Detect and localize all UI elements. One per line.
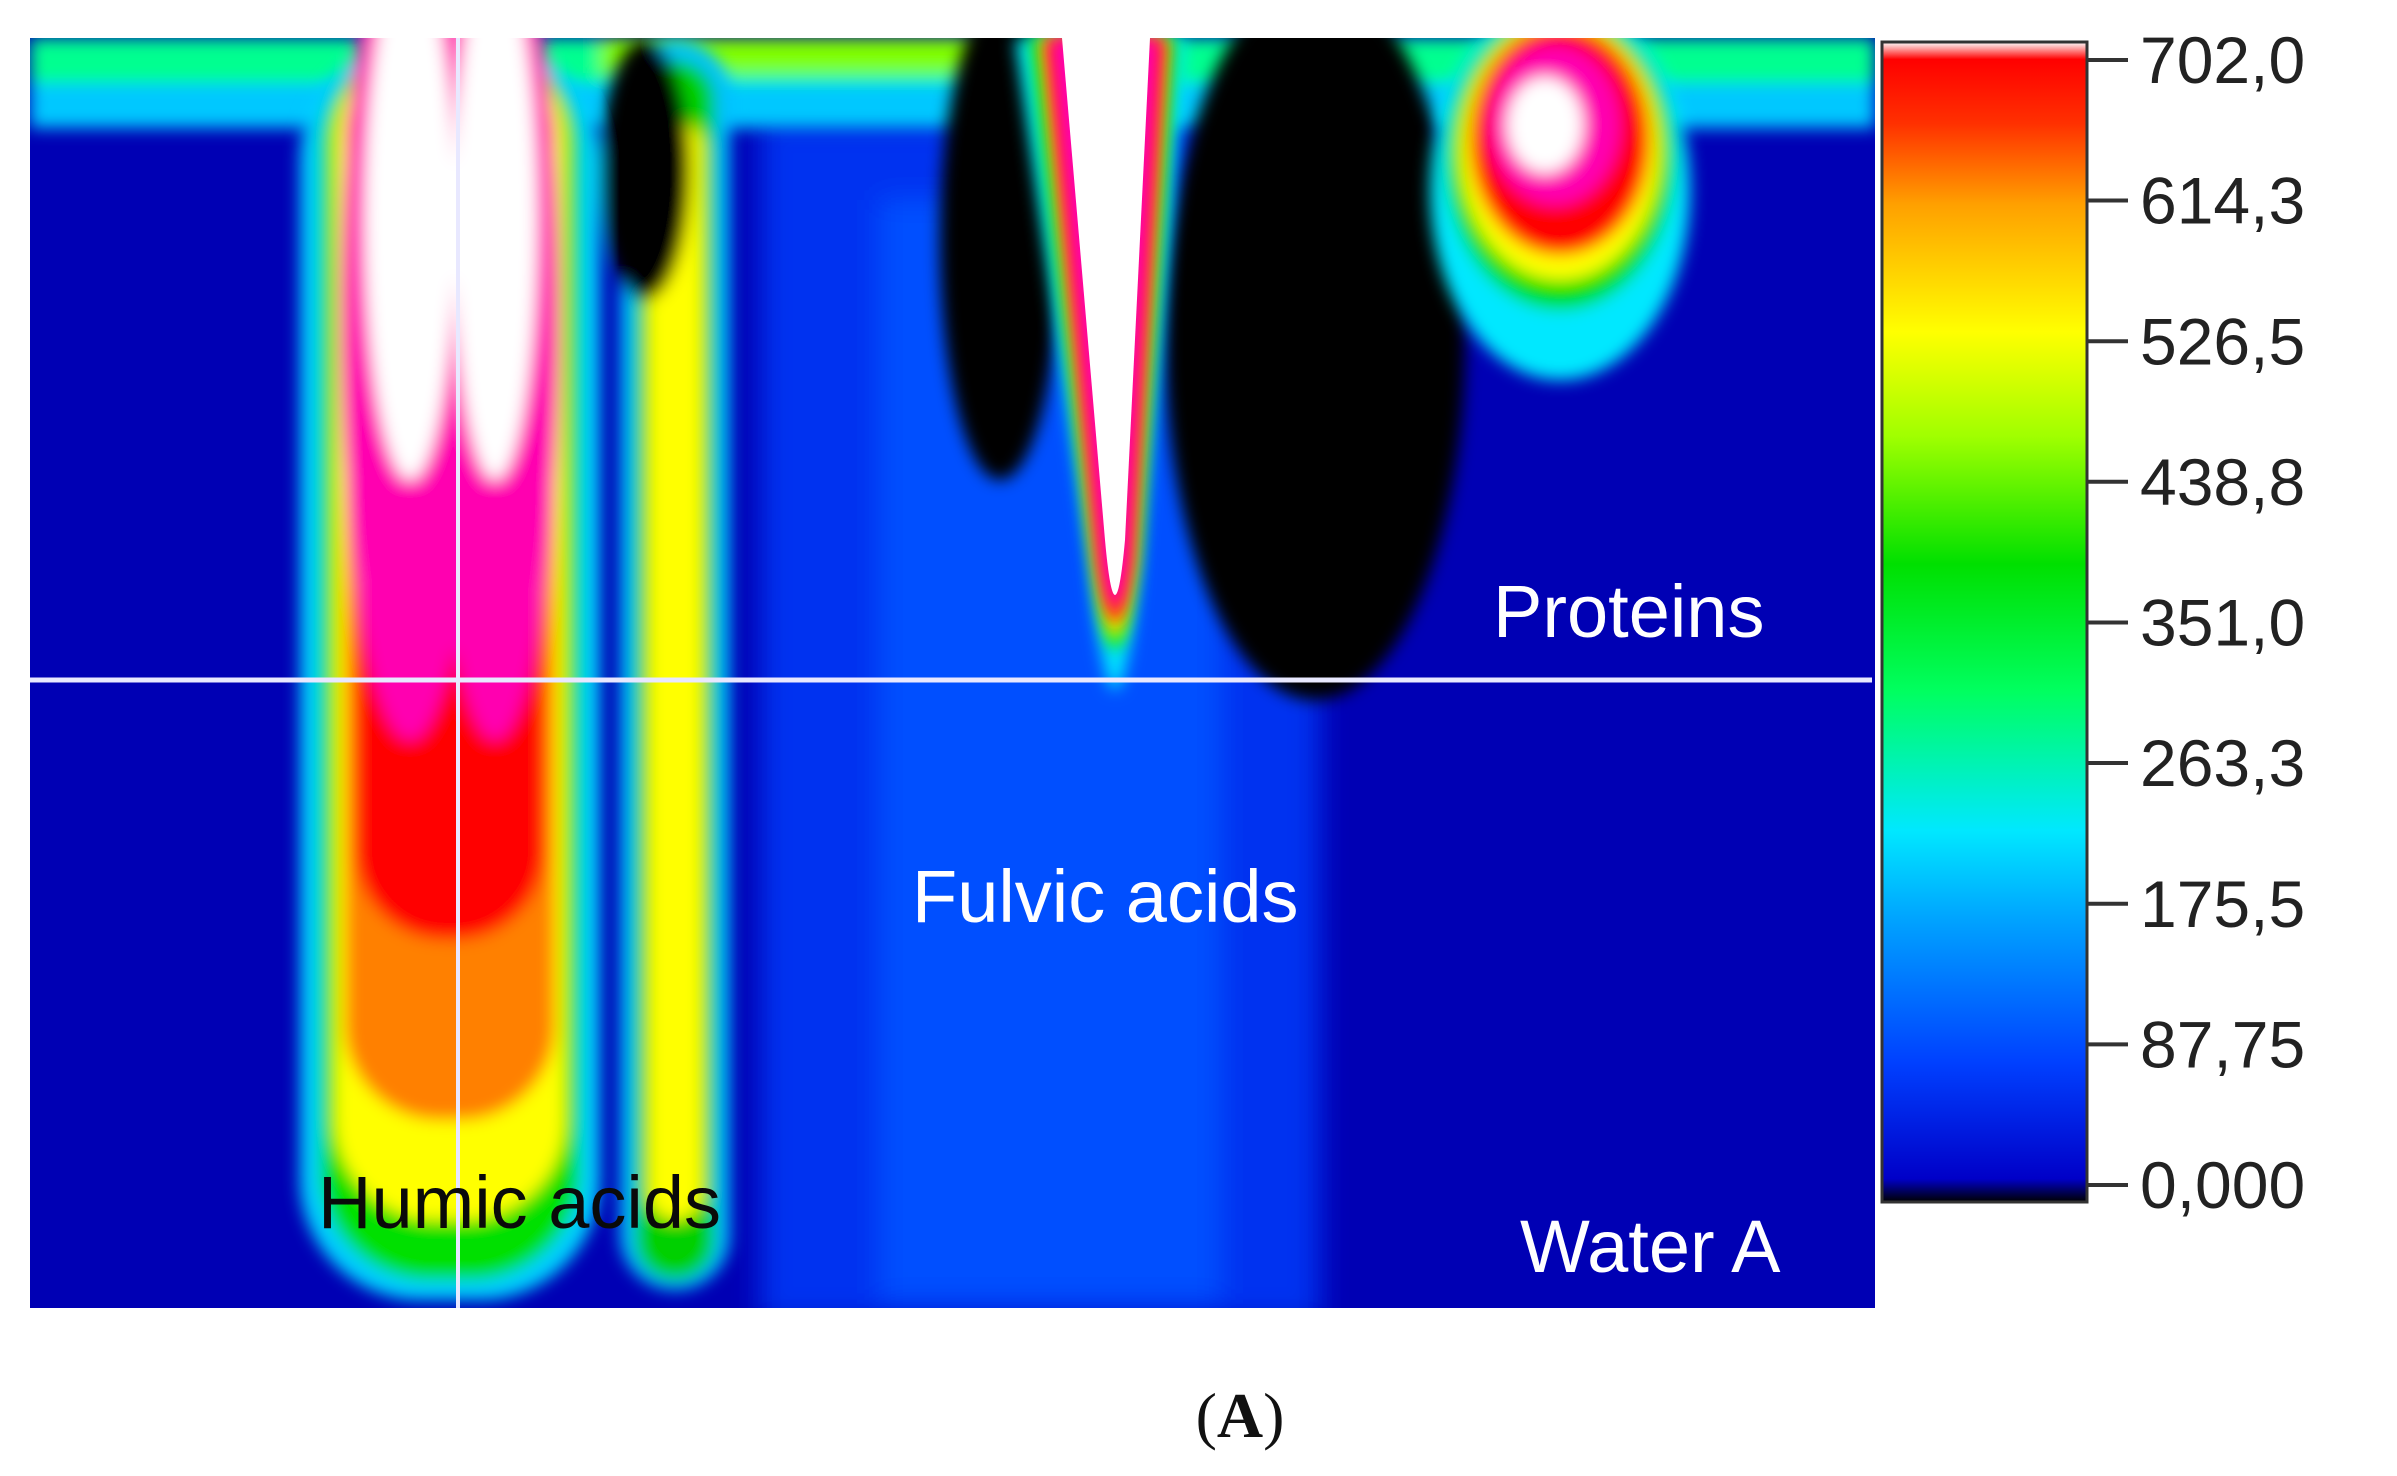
colorbar-tick-label: 702,0: [2140, 23, 2305, 97]
region-labels: Humic acids Fulvic acids Proteins Water …: [318, 570, 1781, 1288]
annotation-fulvic-acids: Fulvic acids: [912, 855, 1299, 938]
colorbar-tick-label: 351,0: [2140, 586, 2305, 660]
annotation-proteins: Proteins: [1493, 570, 1764, 653]
colorbar-tick-label: 0,000: [2140, 1148, 2305, 1222]
colorbar-tick-label: 614,3: [2140, 164, 2305, 238]
colorbar-tick-label: 526,5: [2140, 304, 2305, 378]
fulvic-acids-region: [940, 38, 1465, 700]
colorbar-tick-label: 87,75: [2140, 1007, 2305, 1081]
humic-acids-region: [300, 38, 730, 1300]
annotation-water-a: Water A: [1520, 1205, 1781, 1288]
annotation-humic-acids: Humic acids: [318, 1161, 721, 1244]
colorbar-ticks: 702,0 614,3 526,5 438,8 351,0 263,3 175,5 87,75…: [2087, 23, 2305, 1222]
colorbar-tick-label: 438,8: [2140, 445, 2305, 519]
panel-label: (A): [1196, 1380, 1285, 1451]
colorbar-tick-label: 175,5: [2140, 867, 2305, 941]
colorbar: 702,0 614,3 526,5 438,8 351,0 263,3 175,5 87,75…: [1880, 23, 2305, 1222]
heatmap-plot-area: [30, 38, 1875, 1308]
proteins-region: [1430, 38, 1690, 380]
colorbar-tick-label: 263,3: [2140, 726, 2305, 800]
colorbar-gradient: [1882, 42, 2087, 1202]
